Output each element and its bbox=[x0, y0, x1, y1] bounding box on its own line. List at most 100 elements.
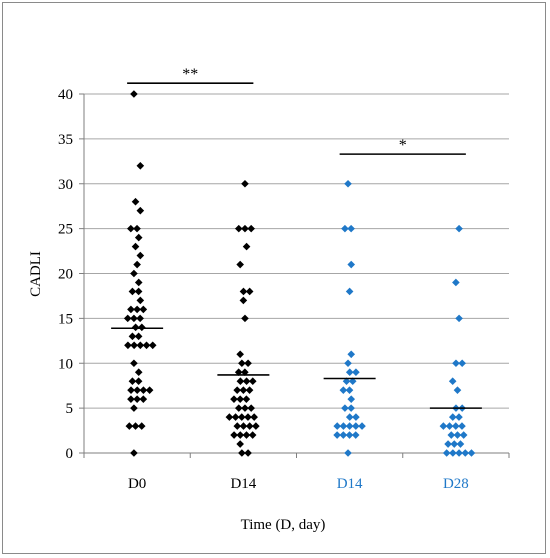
data-point bbox=[345, 413, 354, 421]
data-point bbox=[130, 449, 138, 457]
data-point bbox=[137, 422, 146, 430]
data-point bbox=[244, 449, 252, 457]
mean-lines bbox=[111, 327, 482, 409]
x-category-label: D0 bbox=[128, 476, 146, 492]
data-point bbox=[134, 332, 143, 341]
data-point bbox=[138, 323, 146, 332]
data-points bbox=[123, 90, 476, 457]
data-point bbox=[234, 368, 243, 377]
data-point bbox=[333, 431, 341, 439]
data-point bbox=[455, 413, 463, 421]
data-point bbox=[245, 386, 254, 394]
data-point bbox=[128, 287, 137, 296]
data-point bbox=[127, 224, 135, 233]
data-point bbox=[448, 377, 457, 385]
data-point bbox=[352, 413, 360, 421]
data-point bbox=[339, 386, 348, 394]
data-point bbox=[127, 305, 135, 314]
data-point bbox=[139, 395, 148, 403]
data-point bbox=[230, 431, 238, 439]
data-point bbox=[236, 377, 245, 385]
data-point bbox=[445, 422, 454, 430]
data-point bbox=[439, 422, 448, 430]
data-point bbox=[347, 395, 356, 403]
data-point bbox=[451, 422, 460, 430]
data-point bbox=[134, 377, 143, 385]
y-tick-label: 25 bbox=[58, 222, 73, 238]
data-point bbox=[131, 422, 140, 430]
y-tick-labels: 0 5 10 15 20 25 30 35 40 bbox=[58, 87, 73, 462]
data-point bbox=[456, 440, 465, 448]
data-point bbox=[245, 287, 254, 296]
significance-label: * bbox=[399, 137, 407, 154]
data-point bbox=[447, 431, 456, 439]
y-tick-label: 5 bbox=[66, 401, 74, 417]
data-point bbox=[130, 90, 138, 98]
data-point bbox=[352, 368, 360, 377]
data-point bbox=[233, 386, 241, 394]
data-point bbox=[236, 431, 245, 439]
data-point bbox=[461, 449, 470, 457]
data-point bbox=[133, 224, 141, 233]
y-tick-label: 0 bbox=[66, 446, 74, 462]
data-point bbox=[133, 260, 141, 269]
data-point bbox=[233, 422, 242, 430]
data-point bbox=[244, 359, 252, 368]
data-point bbox=[453, 431, 462, 439]
data-point bbox=[131, 197, 140, 206]
data-point bbox=[344, 359, 352, 368]
data-point bbox=[134, 278, 143, 287]
data-point bbox=[345, 422, 354, 430]
data-point bbox=[124, 341, 132, 350]
y-tick-label: 30 bbox=[58, 177, 73, 193]
data-point bbox=[458, 359, 466, 368]
data-point bbox=[351, 431, 360, 439]
data-point bbox=[248, 377, 257, 385]
significance-annotations: *** bbox=[127, 66, 466, 155]
data-point bbox=[345, 287, 354, 296]
data-point bbox=[347, 350, 356, 359]
data-point bbox=[247, 224, 255, 233]
data-point bbox=[252, 422, 260, 430]
y-tick-label: 40 bbox=[58, 87, 73, 103]
data-point bbox=[148, 341, 157, 350]
data-point bbox=[448, 413, 457, 421]
data-point bbox=[127, 395, 135, 403]
data-point bbox=[248, 431, 257, 439]
data-point bbox=[347, 224, 355, 233]
data-point bbox=[236, 260, 244, 269]
data-point bbox=[459, 431, 468, 439]
data-point bbox=[136, 341, 145, 350]
data-point bbox=[134, 368, 143, 377]
data-point bbox=[134, 233, 143, 242]
y-tick-label: 10 bbox=[58, 356, 73, 372]
data-point bbox=[239, 296, 248, 305]
x-category-label: D14 bbox=[230, 476, 256, 492]
x-category-labels: D0 D14 D14 D28 bbox=[128, 476, 469, 492]
data-point bbox=[244, 413, 252, 421]
data-point bbox=[241, 179, 249, 188]
y-tick-label: 15 bbox=[58, 311, 73, 327]
significance-label: ** bbox=[182, 66, 198, 83]
data-point bbox=[344, 179, 352, 188]
data-point bbox=[139, 386, 148, 394]
data-point bbox=[130, 269, 138, 278]
data-point bbox=[342, 377, 351, 385]
data-point bbox=[230, 395, 238, 403]
data-point bbox=[247, 404, 255, 412]
data-point bbox=[339, 422, 348, 430]
data-point bbox=[455, 449, 463, 457]
data-point bbox=[341, 404, 349, 412]
data-point bbox=[236, 440, 244, 448]
data-point bbox=[442, 449, 451, 457]
data-point bbox=[241, 224, 249, 233]
data-point bbox=[130, 359, 138, 368]
data-point bbox=[225, 413, 234, 421]
data-point bbox=[450, 440, 459, 448]
data-point bbox=[237, 413, 246, 421]
data-point bbox=[128, 377, 137, 385]
data-point bbox=[136, 314, 144, 323]
data-point bbox=[333, 422, 342, 430]
data-point bbox=[250, 413, 258, 421]
